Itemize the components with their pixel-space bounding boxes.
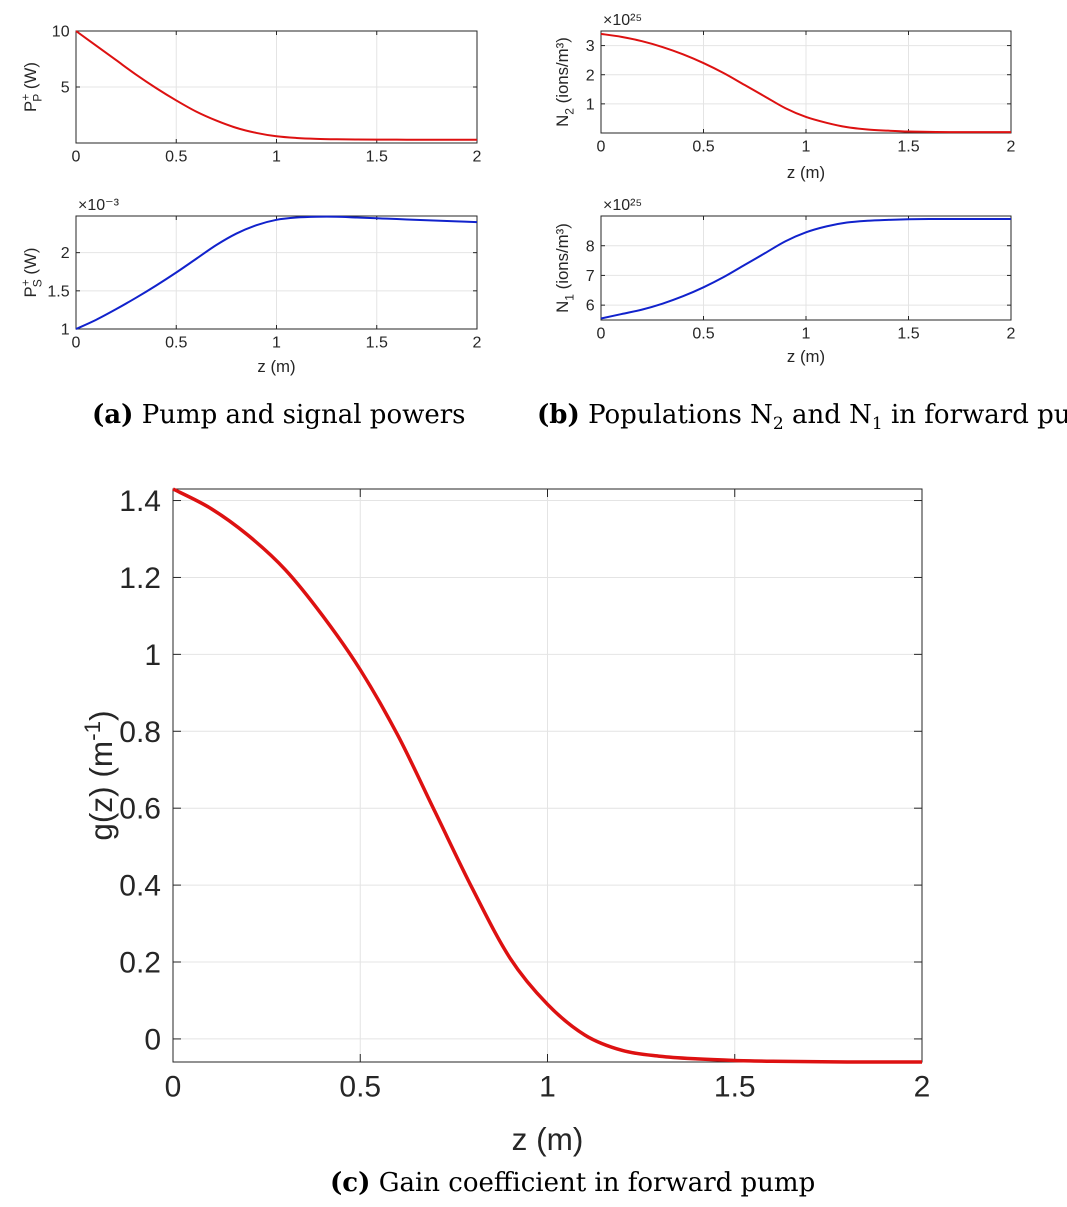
x-tick-label: 0.5 [165, 334, 187, 351]
x-tick-label: 0 [72, 148, 81, 165]
chart-gz: 0 0.5 1 1.5 2 0 0.2 0.4 0.6 0.8 1 1.2 1.4 z (m) g(z) (… [80, 485, 930, 1157]
x-tick-label: 1.5 [714, 1071, 756, 1104]
y-label-unit: (W) [21, 62, 40, 94]
y-tick-label: 0.6 [119, 793, 161, 826]
y-axis-label: P+P (W) [19, 62, 45, 112]
axis-multiplier: ×10²⁵ [603, 197, 642, 214]
y-label-unit: (ions/m³) [553, 37, 572, 108]
x-tick-label: 0.5 [692, 138, 714, 155]
x-tick-label: 2 [473, 334, 482, 351]
chart-ps: 0 0.5 1 1.5 2 1 1.5 2 ×10⁻³ z (m) P+S (W) [19, 197, 482, 376]
y-label-sup: + [19, 94, 33, 101]
series-line-n2 [600, 32, 1011, 134]
y-tick-label: 10 [52, 24, 70, 41]
y-tick-label: 2 [61, 245, 70, 262]
x-tick-label: 1 [272, 148, 281, 165]
y-tick-label: 1.2 [119, 562, 161, 595]
x-tick-label: 1.5 [366, 148, 388, 165]
y-label-base: P [21, 101, 40, 112]
y-tick-label: 6 [586, 298, 595, 315]
y-tick-label: 2 [586, 67, 595, 84]
y-label-unit: ) [83, 710, 119, 721]
y-tick-label: 1 [586, 96, 595, 113]
y-label-base: N [553, 301, 572, 313]
y-label-sub: S [31, 279, 45, 287]
y-tick-label: 7 [586, 268, 595, 285]
y-tick-label: 0.2 [119, 947, 161, 980]
y-axis-label: g(z) (m-1) [80, 710, 119, 840]
y-tick-label: 1.4 [119, 485, 161, 518]
x-tick-label: 2 [1007, 138, 1016, 155]
x-tick-label: 2 [1007, 325, 1016, 342]
y-label-sub: 2 [563, 108, 577, 115]
series-line-ps [75, 215, 478, 330]
x-tick-label: 1 [802, 325, 811, 342]
x-axis-label: z (m) [787, 347, 825, 366]
y-tick-label: 3 [586, 38, 595, 55]
y-tick-label: 0 [144, 1023, 161, 1056]
x-tick-label: 0.5 [165, 148, 187, 165]
x-axis-label: z (m) [512, 1121, 584, 1157]
y-label-base: g(z) (m [83, 741, 119, 841]
x-tick-label: 0 [72, 334, 81, 351]
x-tick-label: 1 [802, 138, 811, 155]
x-axis-label: z (m) [787, 163, 825, 182]
y-label-unit: (W) [21, 248, 40, 280]
x-tick-label: 1.5 [366, 334, 388, 351]
x-tick-label: 0.5 [692, 325, 714, 342]
x-tick-label: 0.5 [339, 1071, 381, 1104]
y-label-base: P [21, 286, 40, 297]
x-axis-label: z (m) [257, 357, 295, 376]
y-axis-label: N2 (ions/m³) [553, 37, 577, 127]
y-axis-label: P+S (W) [19, 248, 45, 298]
x-tick-label: 2 [473, 148, 482, 165]
caption-a: (a) Pump and signal powers [92, 400, 466, 430]
y-label-unit: (ions/m³) [553, 223, 572, 294]
y-tick-label: 1 [144, 639, 161, 672]
series-line-gz [172, 487, 922, 1064]
y-tick-label: 5 [61, 80, 70, 97]
chart-pp: 0 0.5 1 1.5 2 5 10 P+P (W) [19, 24, 482, 166]
y-tick-label: 8 [586, 238, 595, 255]
axis-multiplier: ×10⁻³ [78, 197, 120, 214]
caption-b: (b) Populations N2 and N1 in forward pum… [537, 400, 1067, 435]
series-line-n1 [600, 217, 1011, 320]
x-tick-label: 1 [539, 1071, 556, 1104]
x-tick-label: 1.5 [897, 325, 919, 342]
x-tick-label: 1 [272, 334, 281, 351]
axis-multiplier: ×10²⁵ [603, 12, 642, 29]
y-tick-label: 1 [61, 322, 70, 339]
x-tick-label: 0 [165, 1071, 182, 1104]
y-label-sub: P [31, 94, 45, 102]
x-tick-label: 0 [597, 138, 606, 155]
y-label-sup: -1 [80, 721, 105, 741]
y-tick-label: 0.4 [119, 870, 161, 903]
y-label-sup: + [19, 279, 33, 286]
y-tick-label: 0.8 [119, 716, 161, 749]
y-label-base: N [553, 115, 572, 127]
y-axis-label: N1 (ions/m³) [553, 223, 577, 313]
y-label-sub: 1 [563, 294, 577, 301]
x-tick-label: 0 [597, 325, 606, 342]
y-tick-label: 1.5 [47, 283, 69, 300]
series-line-pp [75, 30, 477, 141]
caption-c: (c) Gain coefficient in forward pump [330, 1168, 816, 1198]
x-tick-label: 1.5 [897, 138, 919, 155]
x-tick-label: 2 [914, 1071, 931, 1104]
